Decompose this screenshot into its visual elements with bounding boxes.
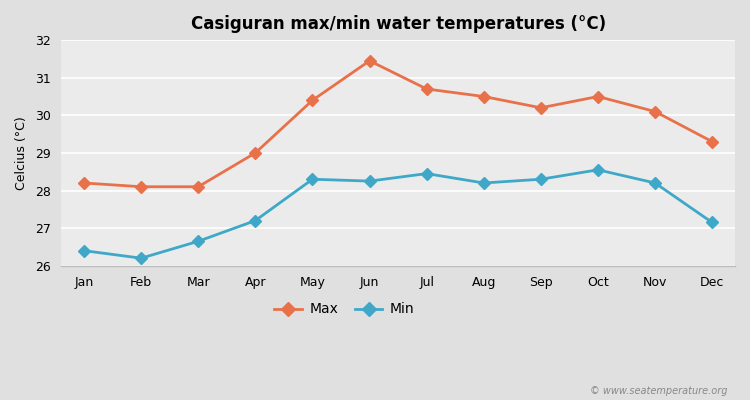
Y-axis label: Celcius (°C): Celcius (°C) [15,116,28,190]
Min [593,168,602,172]
Title: Casiguran max/min water temperatures (°C): Casiguran max/min water temperatures (°C… [190,15,606,33]
Max [308,98,317,103]
Min [422,171,431,176]
Max [136,184,146,189]
Max [422,86,431,91]
Max [650,109,659,114]
Min [536,177,545,182]
Max [536,105,545,110]
Min [308,177,317,182]
Min [80,248,88,253]
Text: © www.seatemperature.org: © www.seatemperature.org [590,386,728,396]
Min [194,239,202,244]
Line: Max: Max [80,57,716,191]
Line: Min: Min [80,166,716,262]
Max [708,139,717,144]
Max [365,58,374,63]
Legend: Max, Min: Max, Min [268,297,419,322]
Max [80,180,88,185]
Max [479,94,488,99]
Max [194,184,202,189]
Min [251,218,260,223]
Max [593,94,602,99]
Min [365,179,374,184]
Min [479,180,488,185]
Min [650,180,659,185]
Min [708,220,717,225]
Min [136,256,146,260]
Max [251,150,260,155]
